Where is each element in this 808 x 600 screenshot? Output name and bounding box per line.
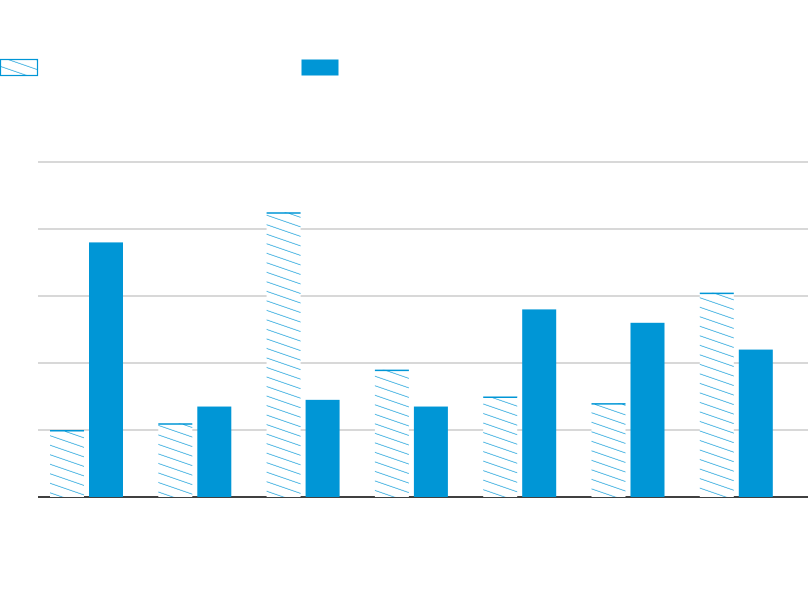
bar	[158, 423, 193, 497]
bar	[197, 406, 232, 497]
bar	[522, 309, 557, 497]
legend-swatch	[0, 58, 39, 77]
bar	[483, 396, 518, 497]
bar	[738, 349, 773, 497]
bar	[50, 430, 84, 497]
bar	[413, 406, 448, 497]
bar	[699, 292, 734, 497]
bar	[266, 212, 301, 497]
bar	[305, 399, 340, 497]
bar	[89, 242, 123, 497]
legend-swatch	[301, 59, 339, 76]
bar	[630, 322, 665, 497]
bar	[374, 369, 409, 497]
bar	[591, 403, 626, 497]
